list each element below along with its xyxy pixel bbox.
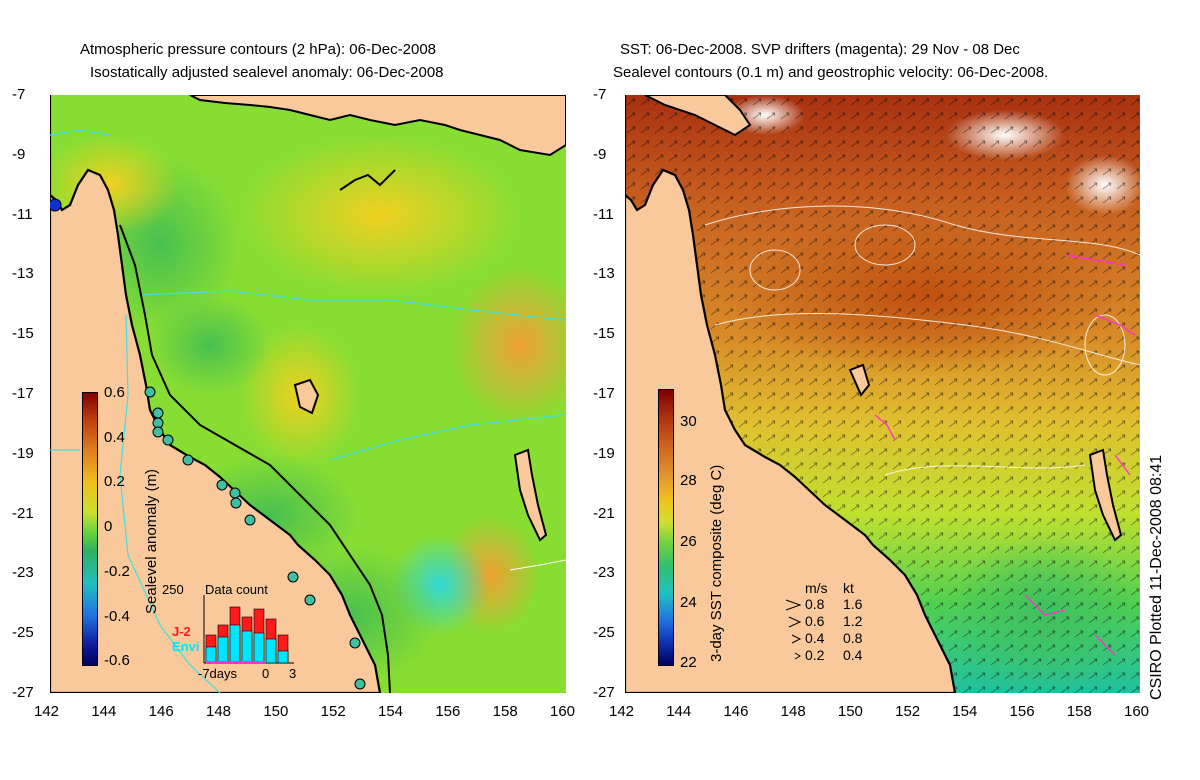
legend-envi: Envi bbox=[172, 639, 200, 654]
vel-row0-ms: 0.8 bbox=[805, 596, 825, 612]
left-panel-xtick: 146 bbox=[148, 703, 174, 720]
left-panel-xtick: 144 bbox=[91, 703, 117, 720]
left-panel-ytick: -21 bbox=[12, 504, 34, 522]
legend-j2: J-2 bbox=[172, 624, 191, 639]
inset-xlabel-end: 3 bbox=[289, 666, 297, 681]
left-panel-xtick: 158 bbox=[492, 703, 518, 720]
vel-row3-kt: 0.4 bbox=[843, 647, 863, 663]
left-cbar-tick-2: 0.2 bbox=[104, 473, 125, 490]
right-panel-xtick: 152 bbox=[895, 703, 921, 720]
right-cbar-tick-1: 28 bbox=[680, 472, 697, 489]
inset-ymax: 250 bbox=[162, 582, 184, 597]
left-panel-xtick: 156 bbox=[435, 703, 461, 720]
left-colorbar bbox=[82, 392, 98, 666]
left-panel-ytick: -11 bbox=[12, 205, 33, 223]
right-title-line1: SST: 06-Dec-2008. SVP drifters (magenta)… bbox=[620, 41, 1020, 58]
left-title-line2: Isostatically adjusted sealevel anomaly:… bbox=[90, 64, 444, 81]
velocity-legend-arrows bbox=[785, 599, 802, 660]
left-cbar-tick-6: -0.6 bbox=[104, 652, 130, 669]
station-marker bbox=[50, 198, 62, 212]
vel-row1-ms: 0.6 bbox=[805, 613, 825, 629]
data-count-inset bbox=[202, 595, 294, 665]
left-map-sealevel-anomaly bbox=[50, 95, 566, 693]
left-cbar-tick-4: -0.2 bbox=[104, 563, 130, 580]
left-cbar-tick-3: 0 bbox=[104, 518, 113, 535]
right-panel-ytick: -25 bbox=[593, 624, 615, 642]
right-panel-ytick: -7 bbox=[593, 86, 607, 103]
right-map-svg bbox=[625, 95, 1140, 693]
left-cbar-tick-0: 0.6 bbox=[104, 384, 125, 401]
right-panel-ytick: -15 bbox=[593, 325, 615, 343]
vel-header-kt: kt bbox=[843, 580, 854, 596]
right-panel-xtick: 146 bbox=[723, 703, 749, 720]
right-panel-xtick: 160 bbox=[1124, 703, 1150, 720]
inset-xlabel-start: -7days bbox=[198, 666, 238, 681]
right-panel-xtick: 142 bbox=[609, 703, 635, 720]
right-panel-xtick: 150 bbox=[837, 703, 863, 720]
right-panel-ytick: -17 bbox=[593, 385, 615, 402]
right-panel-xtick: 158 bbox=[1066, 703, 1092, 720]
left-title-line1: Atmospheric pressure contours (2 hPa): 0… bbox=[80, 41, 437, 58]
left-cbar-tick-1: 0.4 bbox=[104, 429, 125, 446]
left-cbar-tick-5: -0.4 bbox=[104, 608, 130, 625]
credit-text: CSIRO Plotted 11-Dec-2008 08:41 bbox=[1148, 454, 1165, 700]
vel-row2-kt: 0.8 bbox=[843, 630, 863, 646]
right-cbar-tick-3: 24 bbox=[680, 594, 697, 611]
left-panel-ytick: -19 bbox=[12, 444, 34, 462]
left-panel-ytick: -13 bbox=[12, 265, 34, 283]
right-panel-xtick: 148 bbox=[780, 703, 806, 720]
right-panel-ytick: -9 bbox=[593, 145, 607, 163]
left-panel-ytick: -17 bbox=[12, 385, 34, 402]
right-panel-ytick: -23 bbox=[593, 564, 615, 582]
right-panel-xtick: 156 bbox=[1009, 703, 1035, 720]
right-cbar-tick-4: 22 bbox=[680, 654, 697, 671]
inset-xlabel-zero: 0 bbox=[262, 666, 270, 681]
drifter-tracks bbox=[874, 254, 1136, 656]
data-count-svg bbox=[203, 595, 294, 664]
left-map-svg bbox=[50, 95, 566, 693]
left-panel-xtick: 142 bbox=[34, 703, 60, 720]
right-title-line2: Sealevel contours (0.1 m) and geostrophi… bbox=[613, 64, 1049, 81]
right-cbar-tick-0: 30 bbox=[680, 413, 697, 430]
vel-row2-ms: 0.4 bbox=[805, 630, 825, 646]
right-panel-ytick: -21 bbox=[593, 504, 615, 522]
left-panel-xtick: 148 bbox=[206, 703, 232, 720]
left-panel-ytick: -15 bbox=[12, 325, 34, 343]
left-panel-ytick: -23 bbox=[12, 564, 34, 582]
right-map-sst bbox=[625, 95, 1140, 693]
vel-row1-kt: 1.2 bbox=[843, 613, 863, 629]
left-panel-ytick: -25 bbox=[12, 624, 34, 642]
left-panel-ytick: -9 bbox=[12, 145, 26, 163]
right-colorbar bbox=[658, 389, 674, 666]
vel-row0-kt: 1.6 bbox=[843, 596, 863, 612]
left-panel-xtick: 152 bbox=[320, 703, 346, 720]
right-panel-ytick: -13 bbox=[593, 265, 615, 283]
right-panel-xtick: 154 bbox=[952, 703, 978, 720]
left-panel-xtick: 150 bbox=[263, 703, 289, 720]
vel-row3-ms: 0.2 bbox=[805, 647, 825, 663]
left-panel-xtick: 154 bbox=[378, 703, 404, 720]
left-cbar-label: Sealevel anomaly (m) bbox=[143, 468, 160, 614]
right-panel-ytick: -11 bbox=[593, 205, 614, 223]
right-cbar-tick-2: 26 bbox=[680, 533, 697, 550]
left-panel-ytick: -7 bbox=[12, 86, 26, 103]
tide-gauge-markers bbox=[144, 386, 366, 690]
vel-header-ms: m/s bbox=[805, 580, 828, 596]
right-cbar-label: 3-day SST composite (deg C) bbox=[708, 464, 725, 662]
inset-title: Data count bbox=[205, 582, 268, 597]
left-panel-xtick: 160 bbox=[550, 703, 576, 720]
right-panel-xtick: 144 bbox=[666, 703, 692, 720]
right-panel-ytick: -19 bbox=[593, 444, 615, 462]
left-panel-ytick: -27 bbox=[12, 684, 34, 701]
right-panel-ytick: -27 bbox=[593, 684, 615, 701]
